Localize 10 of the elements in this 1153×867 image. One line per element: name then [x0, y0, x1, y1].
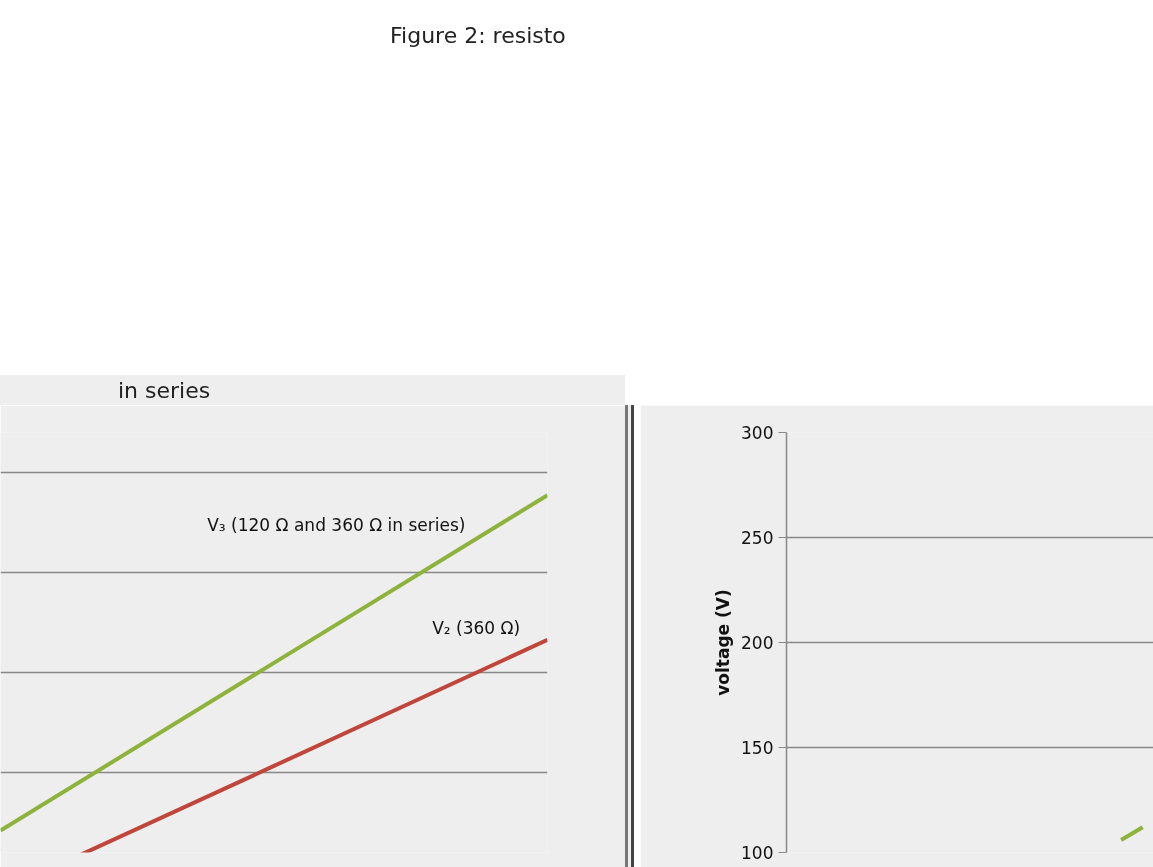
chart-title: Figure 2: resisto — [390, 22, 566, 50]
y-axis-title: voltage (V) — [713, 589, 734, 696]
y-tick-label: 200 — [741, 633, 774, 653]
y-tick-label: 150 — [741, 738, 774, 758]
y-tick-label: 100 — [741, 843, 774, 863]
y-tick-label: 250 — [741, 528, 774, 548]
series-label: V₂ (360 Ω) — [432, 617, 521, 638]
chart-subtitle: in series — [118, 377, 211, 405]
series-label: V₃ (120 Ω and 360 Ω in series) — [207, 514, 466, 535]
y-tick-label: 300 — [741, 423, 774, 443]
